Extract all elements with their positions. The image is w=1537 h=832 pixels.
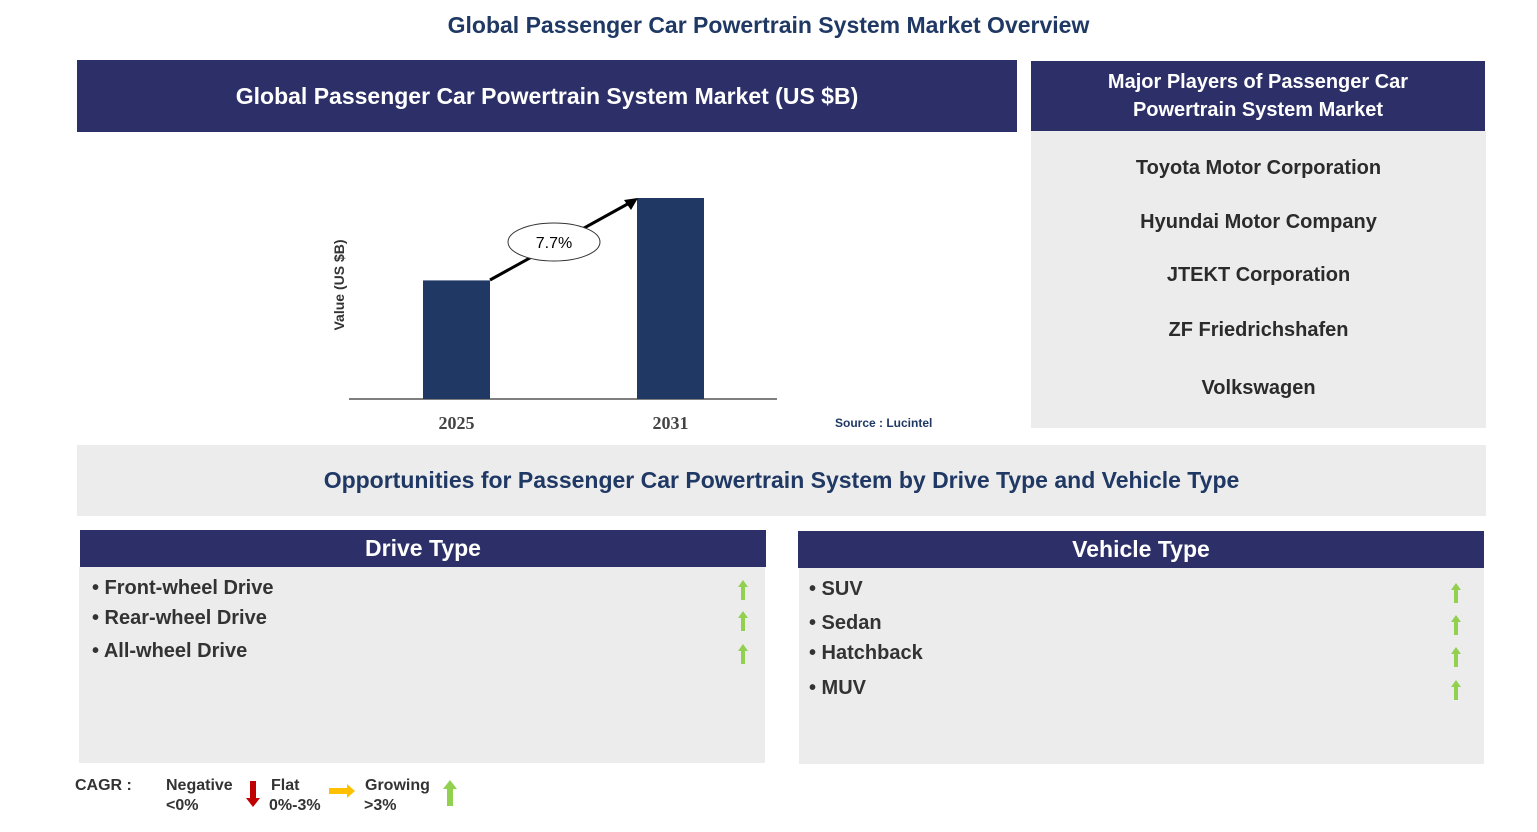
growing-arrow-icon: [1451, 647, 1461, 667]
vehicle-item: • MUV: [809, 677, 867, 699]
legend-flat-range: 0%-3%: [269, 797, 321, 814]
x-tick-label: 2031: [653, 413, 689, 433]
vehicle-item: • Sedan: [809, 612, 882, 634]
player-item: Toyota Motor Corporation: [1135, 157, 1382, 179]
drive-item: • Rear-wheel Drive: [92, 607, 267, 629]
drive-type-header: Drive Type: [80, 530, 766, 567]
market-chart: Value (US $B) 2025 2031 7.7% Source : Luc…: [331, 198, 932, 433]
legend-negative: Negative: [166, 777, 233, 794]
player-item: ZF Friedrichshafen: [1168, 319, 1349, 341]
vehicle-type-header: Vehicle Type: [798, 531, 1484, 568]
page-title: Global Passenger Car Powertrain System M…: [447, 12, 1090, 38]
growing-arrow-icon: [1451, 583, 1461, 603]
cagr-arrowhead: [624, 198, 638, 210]
legend-negative-range: <0%: [166, 797, 199, 814]
growing-arrow-icon: [443, 780, 457, 806]
growing-arrow-icon: [1451, 615, 1461, 635]
legend-label: CAGR :: [75, 777, 132, 794]
growing-arrow-icon: [738, 580, 748, 600]
vehicle-item: • SUV: [809, 578, 863, 600]
vehicle-item: • Hatchback: [809, 642, 923, 664]
flat-arrow-icon: [329, 784, 355, 798]
legend-growing-range: >3%: [364, 797, 397, 814]
cagr-label: 7.7%: [536, 235, 572, 252]
growing-arrow-icon: [1451, 680, 1461, 700]
opportunities-title: Opportunities for Passenger Car Powertra…: [77, 445, 1486, 516]
player-item: Volkswagen: [1201, 377, 1316, 399]
x-tick-label: 2025: [439, 413, 475, 433]
growing-arrow-icon: [738, 644, 748, 664]
drive-type-panel: • Front-wheel Drive • Rear-wheel Drive •…: [79, 567, 765, 763]
drive-item: • Front-wheel Drive: [92, 577, 274, 599]
market-header: Global Passenger Car Powertrain System M…: [77, 60, 1017, 132]
players-header: Major Players of Passenger Car Powertrai…: [1031, 61, 1485, 131]
legend-flat: Flat: [271, 777, 300, 794]
negative-arrow-icon: [246, 781, 260, 807]
drive-item: • All-wheel Drive: [92, 640, 248, 662]
cagr-bubble: [507, 222, 601, 262]
source-label: Source : Lucintel: [835, 416, 932, 430]
y-axis-label: Value (US $B): [331, 239, 347, 330]
vehicle-type-panel: • SUV • Sedan • Hatchback • MUV: [799, 568, 1484, 764]
growing-arrow-icon: [738, 611, 748, 631]
player-item: Hyundai Motor Company: [1140, 211, 1377, 233]
player-item: JTEKT Corporation: [1166, 264, 1351, 286]
bar-2031: [637, 198, 704, 399]
bar-2025: [423, 280, 490, 399]
players-list: Toyota Motor Corporation Hyundai Motor C…: [1031, 131, 1486, 428]
legend-growing: Growing: [365, 777, 430, 794]
